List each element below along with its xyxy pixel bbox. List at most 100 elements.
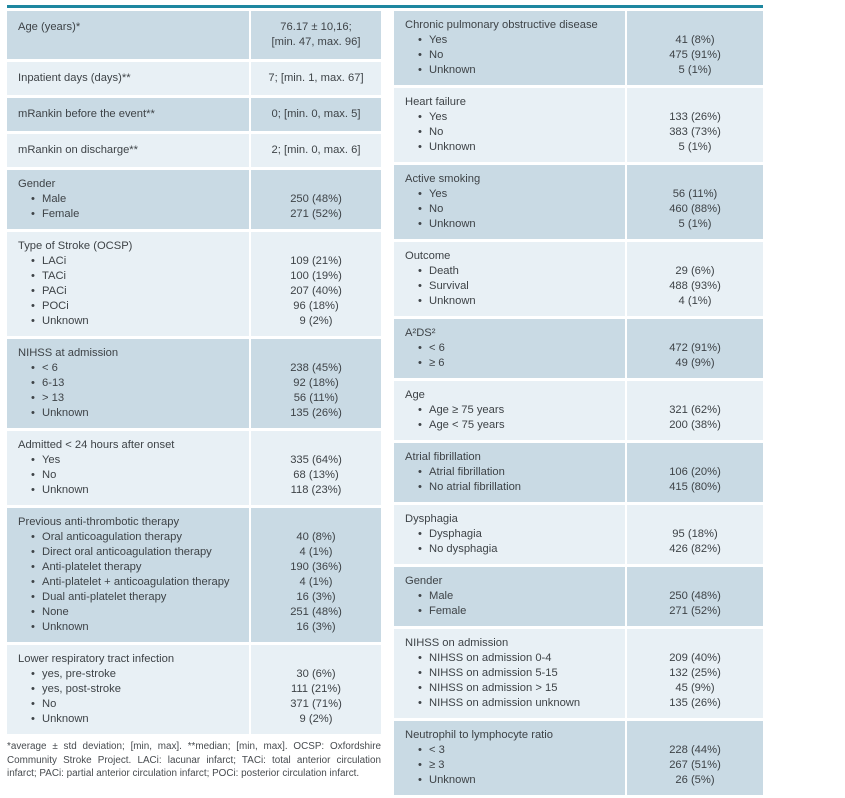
row-item: Direct oral anticoagulation therapy (18, 545, 243, 560)
row-item: Death (405, 264, 619, 279)
value-spacer (631, 512, 759, 527)
row-value: 109 (21%) (290, 255, 342, 267)
value-spacer (255, 346, 377, 361)
row-label-cell: A²DS² < 6≥ 6 (394, 319, 627, 378)
row-value: 95 (18%) (672, 528, 718, 540)
value-spacer (255, 239, 377, 254)
row-values: 133 (26%) 383 (73%) 5 (1%) (627, 88, 763, 162)
row-value: 29 (6%) (675, 265, 715, 277)
row-value: 2; [min. 0, max. 6] (271, 144, 361, 156)
row-values: 335 (64%) 68 (13%) 118 (23%) (251, 431, 381, 505)
row-values: 109 (21%) 100 (19%) 207 (40%) 96 (18%) 9 (2%… (251, 232, 381, 336)
row-value: 16 (3%) (296, 621, 336, 633)
row-values: 56 (11%) 460 (88%) 5 (1%) (627, 165, 763, 239)
value-spacer (255, 515, 377, 530)
row-item: LACi (18, 254, 243, 269)
row-item: Unknown (18, 483, 243, 498)
row-label-cell: Neutrophil to lymphocyte ratio < 3≥ 3Unkn… (394, 721, 627, 795)
row-value: 335 (64%) (290, 454, 342, 466)
row-value: 488 (93%) (669, 280, 721, 292)
row-value: 460 (88%) (669, 203, 721, 215)
row-label: NIHSS at admission (18, 347, 119, 359)
row-item: Female (405, 604, 619, 619)
row-label: Age (years)* (18, 21, 81, 33)
row-label: Type of Stroke (OCSP) (18, 240, 133, 252)
row-label: Neutrophil to lymphocyte ratio (405, 729, 553, 741)
table-row: Gender MaleFemale 250 (48%) 271 (52%) (394, 567, 763, 626)
row-item: Unknown (18, 314, 243, 329)
row-item: Dual anti-platelet therapy (18, 590, 243, 605)
table-row: A²DS² < 6≥ 6 472 (91%) 49 (9%) (394, 319, 763, 378)
row-label-cell: Age Age ≥ 75 yearsAge < 75 years (394, 381, 627, 440)
row-label: Outcome (405, 250, 451, 262)
table-row: Previous anti-thrombotic therapy Oral ant… (7, 508, 381, 642)
row-item: No atrial fibrillation (405, 480, 619, 495)
row-label-cell: Gender MaleFemale (394, 567, 627, 626)
row-item: Survival (405, 279, 619, 294)
row-value: 56 (11%) (293, 392, 339, 404)
row-item-list: yes, pre-strokeyes, post-strokeNoUnknown (18, 667, 243, 727)
row-item: < 3 (405, 743, 619, 758)
row-label-cell: Heart failure YesNoUnknown (394, 88, 627, 162)
table-row: Neutrophil to lymphocyte ratio < 3≥ 3Unkn… (394, 721, 763, 795)
row-values: 472 (91%) 49 (9%) (627, 319, 763, 378)
table-row: Atrial fibrillationAtrial fibrillationNo… (394, 443, 763, 502)
table-row: Age (years)* 76.17 ± 10,16; [min. 47, max.… (7, 11, 381, 59)
row-item: Yes (18, 453, 243, 468)
row-value: 251 (48%) (290, 606, 342, 618)
row-value: 133 (26%) (669, 111, 721, 123)
row-value: 228 (44%) (669, 744, 721, 756)
row-value: 383 (73%) (669, 126, 721, 138)
value-spacer (631, 326, 759, 341)
row-value: 209 (40%) (669, 652, 721, 664)
table-row: mRankin on discharge** 2; [min. 0, max. 6… (7, 134, 381, 167)
row-value: 7; [min. 1, max. 67] (268, 72, 364, 84)
table-row: Lower respiratory tract infection yes, pr… (7, 645, 381, 734)
row-label: Admitted < 24 hours after onset (18, 439, 175, 451)
row-item-list: YesNoUnknown (405, 187, 619, 232)
row-label-cell: Previous anti-thrombotic therapy Oral ant… (7, 508, 251, 642)
row-value: 68 (13%) (293, 469, 339, 481)
row-item-list: < 66-13> 13Unknown (18, 361, 243, 421)
row-value: 16 (3%) (296, 591, 336, 603)
table-row: Admitted < 24 hours after onset YesNoUnkn… (7, 431, 381, 505)
row-item: Yes (405, 33, 619, 48)
row-item-list: DeathSurvivalUnknown (405, 264, 619, 309)
row-item: Dysphagia (405, 527, 619, 542)
row-item: Anti-platelet + anticoagulation therapy (18, 575, 243, 590)
row-item: TACi (18, 269, 243, 284)
row-values: 76.17 ± 10,16; [min. 47, max. 96] (251, 11, 381, 59)
row-item-list: NIHSS on admission 0-4NIHSS on admission… (405, 651, 619, 711)
row-value: 9 (2%) (299, 315, 333, 327)
row-label-cell: Outcome DeathSurvivalUnknown (394, 242, 627, 316)
row-label: Active smoking (405, 173, 481, 185)
row-value: 267 (51%) (669, 759, 721, 771)
row-item: Yes (405, 187, 619, 202)
row-item-list: < 6≥ 6 (405, 341, 619, 371)
value-spacer (631, 574, 759, 589)
row-item: Unknown (405, 773, 619, 788)
row-value: 4 (1%) (299, 546, 333, 558)
row-label-cell: DysphagiaDysphagiaNo dysphagia (394, 505, 627, 564)
row-value: 472 (91%) (669, 342, 721, 354)
value-spacer (255, 177, 377, 192)
row-item: Unknown (405, 294, 619, 309)
row-value: 40 (8%) (296, 531, 336, 543)
table-row: NIHSS at admission < 66-13> 13Unknown238 … (7, 339, 381, 428)
row-label-cell: Active smoking YesNoUnknown (394, 165, 627, 239)
row-values: 238 (45%) 92 (18%) 56 (11%) 135 (26%) (251, 339, 381, 428)
row-value: 5 (1%) (678, 64, 712, 76)
row-value: 5 (1%) (678, 141, 712, 153)
row-label: mRankin on discharge** (18, 144, 139, 156)
row-label-cell: Admitted < 24 hours after onset YesNoUnkn… (7, 431, 251, 505)
row-item: ≥ 6 (405, 356, 619, 371)
row-item: 6-13 (18, 376, 243, 391)
row-item: No (18, 697, 243, 712)
row-values: 29 (6%) 488 (93%) 4 (1%) (627, 242, 763, 316)
row-values: 2; [min. 0, max. 6] (251, 134, 381, 167)
row-label-cell: Gender MaleFemale (7, 170, 251, 229)
row-label: Previous anti-thrombotic therapy (18, 516, 180, 528)
row-item: < 6 (405, 341, 619, 356)
row-item: < 6 (18, 361, 243, 376)
